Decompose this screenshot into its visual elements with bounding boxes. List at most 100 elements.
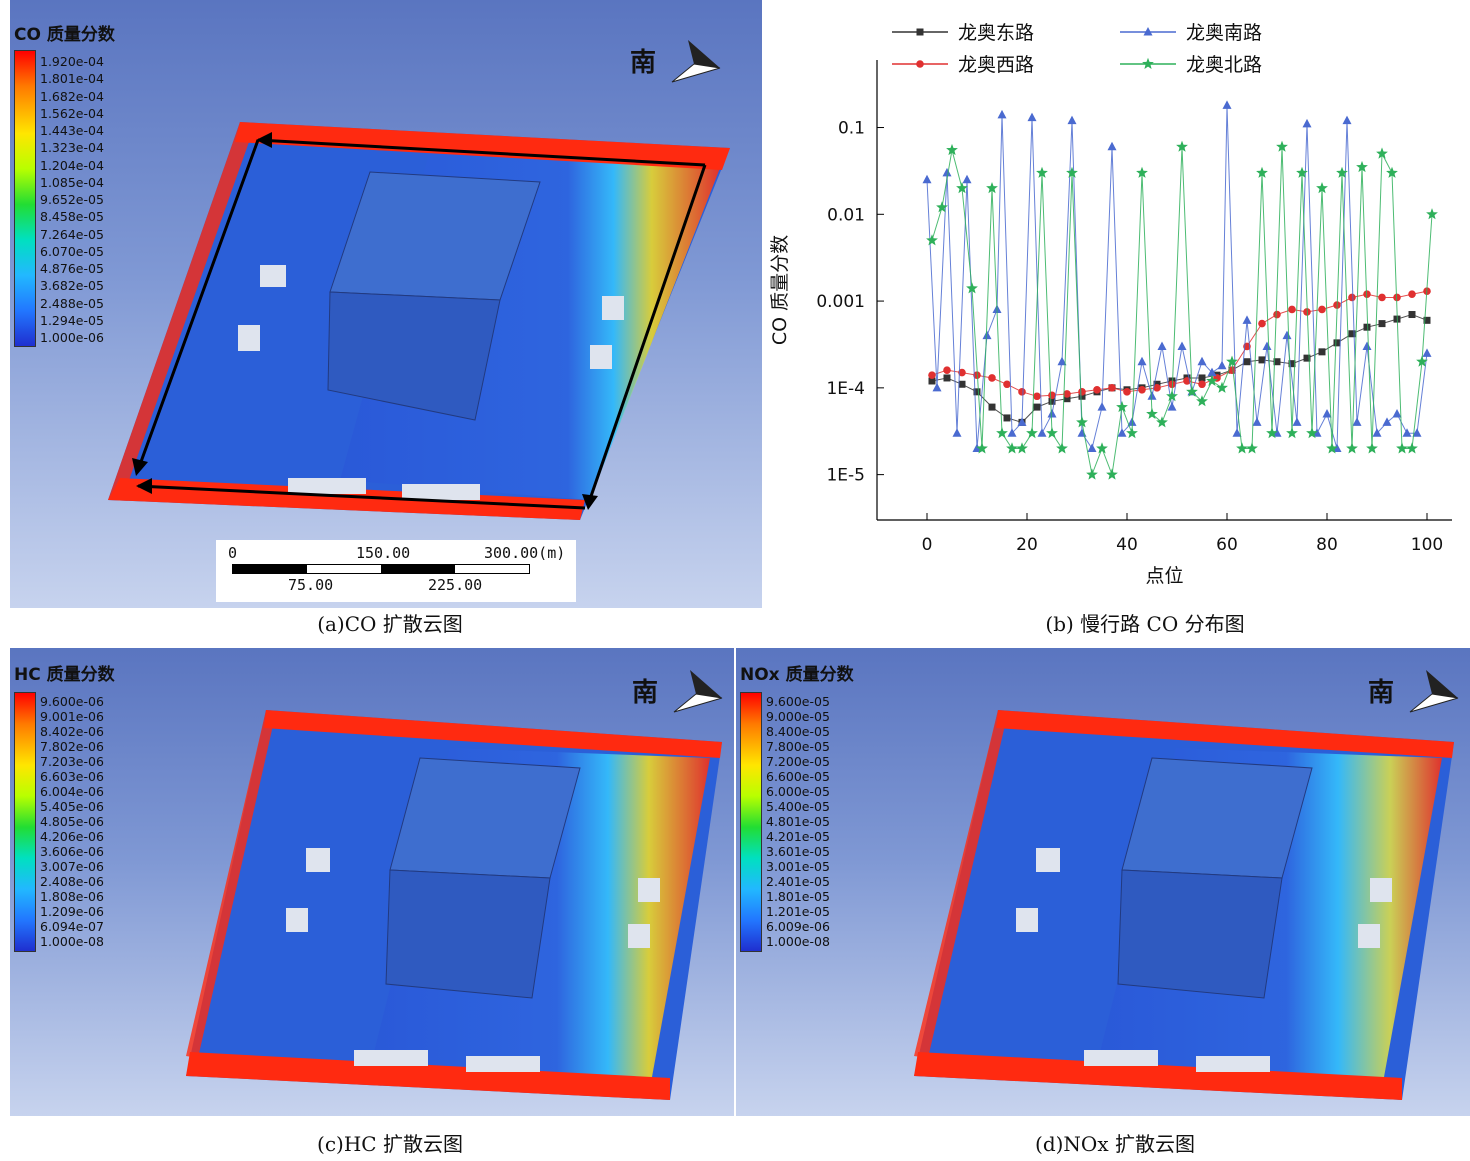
colorbar-tick-label: 4.876e-05 [40, 261, 104, 276]
data-point [1207, 367, 1217, 377]
data-point [1256, 166, 1268, 178]
data-point [1096, 442, 1108, 454]
data-point [982, 330, 992, 340]
scale-75: 75.00 [288, 576, 334, 594]
data-point [1087, 443, 1097, 453]
data-point [1026, 427, 1038, 439]
series-line [931, 290, 1428, 397]
data-point [1003, 414, 1011, 422]
building-side [327, 291, 501, 421]
y-tick-label: 1E-5 [826, 466, 865, 486]
data-point [1196, 395, 1208, 407]
data-point [1198, 380, 1206, 389]
data-point [1363, 323, 1371, 331]
data-point [1142, 57, 1154, 69]
data-point [943, 366, 951, 374]
data-point [916, 28, 924, 36]
data-point [1406, 442, 1418, 454]
data-point [1246, 442, 1258, 454]
colorbar-tick-label: 1.204e-04 [40, 157, 104, 173]
data-point [1312, 428, 1322, 437]
x-tick-label: 0 [922, 535, 933, 555]
colorbar-tick-label: 1.323e-04 [40, 140, 104, 156]
data-point [1046, 427, 1058, 439]
colorbar-tick-label: 3.007e-06 [40, 859, 104, 874]
colorbar-tick-label: 4.206e-06 [40, 829, 104, 844]
data-point [1108, 384, 1116, 392]
data-point [1423, 316, 1431, 324]
colorbar-tick-label: 1.801e-04 [40, 71, 104, 87]
compass-label: 南 [632, 678, 659, 708]
data-point [986, 182, 998, 194]
colorbar-tick-label: 2.408e-06 [40, 874, 104, 889]
colorbar-tick-label: 1.201e-05 [766, 904, 830, 919]
data-point [962, 174, 972, 184]
data-point [1336, 166, 1348, 178]
scale-225: 225.00 [428, 576, 483, 594]
data-point [928, 371, 936, 379]
legend-label: 龙奥东路 [958, 22, 1034, 44]
x-tick-label: 100 [1411, 535, 1443, 555]
compass-arrow-icon [671, 40, 721, 83]
opening [288, 478, 366, 494]
data-point [1258, 356, 1266, 364]
caption-d: (d)NOx 扩散云图 [1035, 1132, 1195, 1156]
scale-ruler [232, 564, 530, 574]
x-tick-label: 20 [1016, 535, 1038, 555]
data-point [1236, 442, 1248, 454]
colorbar-tick-label: 9.652e-05 [40, 192, 104, 207]
data-point [1117, 428, 1127, 437]
data-point [966, 282, 978, 294]
colorbar-tick-label: 4.801e-05 [766, 814, 830, 829]
data-point [1086, 468, 1098, 480]
data-point [1302, 118, 1312, 128]
x-tick-label: 80 [1316, 535, 1338, 555]
data-point [1376, 147, 1388, 159]
data-point [1408, 311, 1416, 319]
data-point [958, 380, 966, 388]
data-point [1318, 305, 1326, 314]
data-point [1147, 391, 1157, 400]
colorbar-tick-label: 1.443e-04 [40, 123, 104, 138]
data-point [1378, 293, 1386, 302]
data-point [946, 143, 958, 156]
x-axis-label: 点位 [1145, 565, 1183, 587]
y-tick-label: 0.001 [816, 292, 865, 312]
data-point [973, 388, 981, 396]
data-point [1366, 442, 1378, 454]
caption-a: (a)CO 扩散云图 [317, 612, 463, 636]
data-point [1412, 428, 1422, 437]
colorbar-tick-label: 3.601e-05 [766, 844, 830, 859]
colorbar-tick-label: 2.401e-05 [766, 874, 830, 889]
colorbar-tick-label: 7.200e-05 [766, 754, 830, 769]
x-tick-label: 60 [1216, 535, 1238, 555]
colorbar-tick-label: 9.600e-06 [40, 694, 104, 709]
legend-label: 龙奥南路 [1186, 22, 1262, 44]
colorbar-tick-label: 6.009e-06 [766, 919, 830, 934]
data-point [1157, 341, 1167, 350]
data-point [1093, 385, 1101, 394]
compass-arrow-icon [1409, 670, 1459, 713]
data-point [988, 403, 996, 411]
data-point [1198, 374, 1206, 382]
colorbar-tick-label: 1.562e-04 [40, 105, 104, 121]
data-point [1396, 442, 1408, 454]
data-point [926, 234, 938, 246]
data-point [943, 374, 951, 382]
data-point [1143, 27, 1153, 36]
data-point [1273, 310, 1281, 319]
data-point [1067, 115, 1077, 125]
data-point [1078, 392, 1086, 400]
data-point [972, 443, 982, 453]
data-point [1006, 442, 1018, 454]
data-point [1226, 355, 1238, 367]
colorbar-tick-label: 1.294e-05 [40, 312, 104, 328]
data-point [1146, 407, 1158, 419]
data-point [997, 109, 1007, 119]
legend-label: 龙奥西路 [958, 54, 1034, 76]
data-point [1348, 330, 1356, 338]
opening [260, 265, 286, 287]
panel-a-co-contour: CO 质量分数 1.920e-04 1.801e-04 1.682e-04 1.562… [10, 0, 762, 608]
compass-label: 南 [630, 48, 657, 78]
data-point [1016, 442, 1028, 454]
